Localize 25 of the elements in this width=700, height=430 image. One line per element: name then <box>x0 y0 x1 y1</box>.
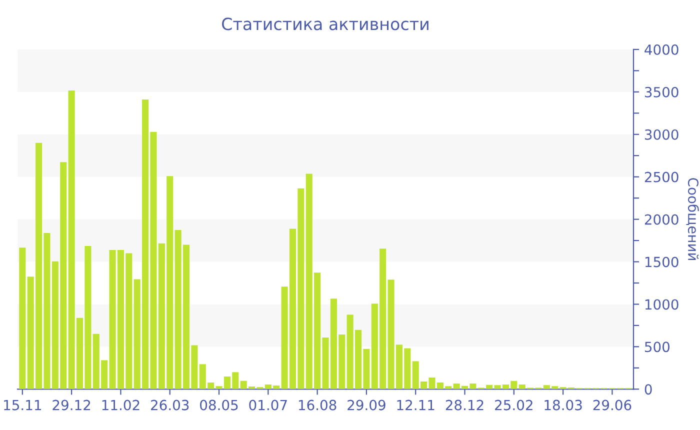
y-axis-title: Сообщений <box>686 178 699 260</box>
x-tick-label: 29.12 <box>52 400 90 410</box>
x-tick-label: 18.03 <box>544 400 582 410</box>
x-tick-label: 11.02 <box>102 400 140 410</box>
y-tick-label: 3500 <box>644 86 678 98</box>
y-tick-label: 0 <box>644 384 652 395</box>
x-tick-label: 12.11 <box>397 400 434 410</box>
x-tick-label: 16.08 <box>298 400 336 410</box>
x-tick-label: 08.05 <box>200 400 238 410</box>
x-tick-label: 29.09 <box>348 400 386 410</box>
x-tick-label: 01.07 <box>249 400 287 410</box>
x-tick-label: 25.02 <box>495 400 532 410</box>
y-tick-label: 1000 <box>645 299 678 310</box>
y-tick-label: 4000 <box>644 44 678 55</box>
bar <box>19 248 26 390</box>
x-tick-label: 15.11 <box>4 400 42 410</box>
y-tick-label: 2000 <box>644 214 678 225</box>
y-tick-label: 2500 <box>644 172 678 182</box>
chart-title: Статистика активности <box>222 18 428 30</box>
y-tick-label: 500 <box>644 342 670 352</box>
x-tick-label: 29.06 <box>593 400 632 410</box>
x-tick-label: 28.12 <box>446 400 484 410</box>
y-tick-label: 1500 <box>645 256 678 268</box>
y-tick-label: 3000 <box>644 129 678 140</box>
x-tick-label: 26.03 <box>151 400 189 410</box>
